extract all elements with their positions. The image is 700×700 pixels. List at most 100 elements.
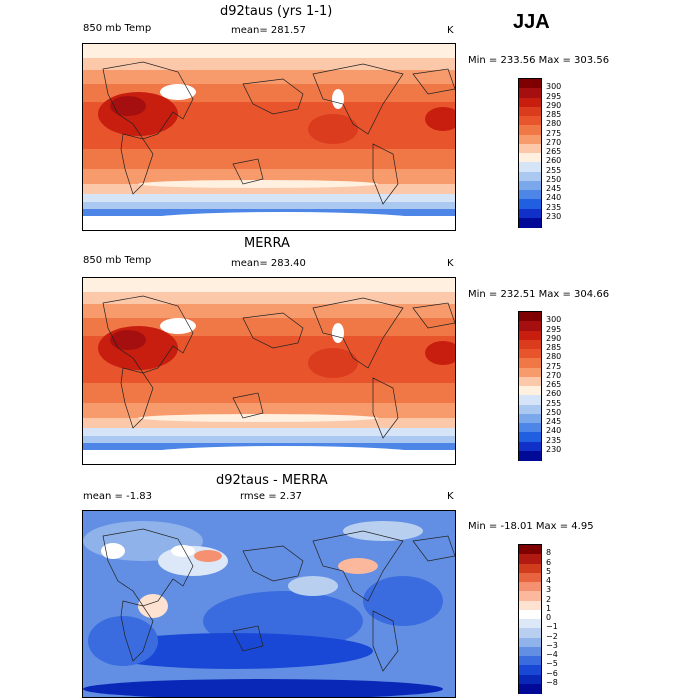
colorbar-cell bbox=[519, 153, 541, 163]
colorbar-cell bbox=[519, 674, 541, 685]
cool-band bbox=[138, 180, 378, 188]
temperature-band bbox=[83, 202, 455, 209]
colorbar-tick-label: 4 bbox=[546, 576, 552, 585]
colorbar-tick-label: 0 bbox=[546, 613, 552, 622]
colorbar-cell bbox=[519, 637, 541, 648]
colorbar-cell bbox=[519, 646, 541, 657]
colorbar-tick-label: 290 bbox=[546, 333, 562, 343]
colorbar-tick-label: 300 bbox=[546, 82, 562, 92]
colorbar-tick-label: 275 bbox=[546, 361, 562, 371]
colorbar-tick-label: 265 bbox=[546, 147, 562, 156]
colorbar-tick-label: 235 bbox=[546, 435, 562, 445]
coastline bbox=[242, 545, 304, 582]
panel1-title: d92taus (yrs 1-1) bbox=[220, 4, 333, 19]
colorbar-cell bbox=[519, 199, 541, 209]
colorbar-cell bbox=[519, 134, 541, 145]
colorbar-cell bbox=[519, 619, 541, 629]
coastline bbox=[242, 78, 304, 115]
colorbar-cell bbox=[519, 432, 541, 442]
coastline bbox=[232, 158, 264, 185]
colorbar-cell bbox=[519, 450, 541, 461]
panel2-colorbar bbox=[518, 311, 542, 461]
colorbar-cell bbox=[519, 395, 541, 405]
warm-region bbox=[110, 330, 146, 350]
colorbar-tick-label: 2 bbox=[546, 594, 552, 604]
season-label: JJA bbox=[513, 11, 550, 33]
panel3-colorbar bbox=[518, 544, 542, 694]
difference-patch bbox=[171, 545, 195, 557]
colorbar-tick-label: −8 bbox=[546, 677, 558, 687]
colorbar-cell bbox=[519, 572, 541, 583]
colorbar-tick-label: 8 bbox=[546, 548, 552, 558]
colorbar-cell bbox=[519, 600, 541, 611]
panel2-minmax: Min = 232.51 Max = 304.66 bbox=[468, 289, 610, 300]
colorbar-tick-label: 260 bbox=[546, 389, 562, 399]
difference-patch bbox=[363, 576, 443, 626]
colorbar-tick-label: 6 bbox=[546, 557, 552, 567]
masked-highland bbox=[160, 318, 196, 334]
temperature-band bbox=[83, 70, 455, 84]
colorbar-tick-label: 240 bbox=[546, 426, 562, 436]
colorbar-tick-label: 280 bbox=[546, 119, 562, 129]
panel1-colorbar bbox=[518, 78, 542, 228]
panel3-title: d92taus - MERRA bbox=[216, 473, 328, 488]
colorbar-tick-label: 280 bbox=[546, 352, 562, 362]
colorbar-tick-label: 295 bbox=[546, 324, 562, 334]
colorbar-tick-label: −2 bbox=[546, 631, 558, 641]
colorbar-tick-label: −3 bbox=[546, 640, 558, 650]
colorbar-cell bbox=[519, 180, 541, 191]
colorbar-tick-label: 250 bbox=[546, 174, 562, 184]
colorbar-tick-label: 265 bbox=[546, 380, 562, 389]
panel3-map bbox=[82, 510, 456, 698]
colorbar-tick-label: 230 bbox=[546, 211, 562, 221]
warm-region bbox=[308, 348, 358, 378]
colorbar-cell bbox=[519, 116, 541, 126]
temperature-band bbox=[83, 44, 455, 58]
coastline bbox=[120, 600, 154, 662]
coastline bbox=[120, 367, 154, 429]
colorbar-cell bbox=[519, 97, 541, 108]
difference-patch bbox=[138, 594, 168, 618]
temperature-band bbox=[83, 278, 455, 292]
coastline bbox=[312, 297, 404, 369]
coastline bbox=[120, 133, 154, 195]
colorbar-cell bbox=[519, 628, 541, 638]
colorbar-cell bbox=[519, 88, 541, 98]
panel3-mean: mean = -1.83 bbox=[83, 491, 152, 502]
colorbar-cell bbox=[519, 413, 541, 424]
warm-region bbox=[425, 107, 455, 131]
colorbar-tick-label: 275 bbox=[546, 128, 562, 138]
colorbar-tick-label: 1 bbox=[546, 603, 552, 613]
antarctica-mask bbox=[143, 212, 423, 228]
temperature-band bbox=[83, 436, 455, 443]
colorbar-tick-label: 290 bbox=[546, 100, 562, 110]
warm-region bbox=[308, 114, 358, 144]
panel1-units: K bbox=[447, 25, 454, 36]
colorbar-cell bbox=[519, 339, 541, 350]
difference-patch bbox=[343, 521, 423, 541]
masked-highland bbox=[160, 84, 196, 100]
panel3-rmse: rmse = 2.37 bbox=[240, 491, 303, 502]
coastline bbox=[312, 63, 404, 135]
colorbar-tick-label: −6 bbox=[546, 668, 558, 678]
colorbar-tick-label: −1 bbox=[546, 622, 558, 632]
difference-patch bbox=[288, 576, 338, 596]
colorbar-tick-label: −5 bbox=[546, 659, 558, 669]
colorbar-cell bbox=[519, 423, 541, 433]
colorbar-tick-label: 285 bbox=[546, 110, 562, 119]
colorbar-tick-label: 255 bbox=[546, 165, 562, 175]
colorbar-cell bbox=[519, 656, 541, 666]
colorbar-cell bbox=[519, 217, 541, 228]
colorbar-cell bbox=[519, 143, 541, 154]
colorbar-tick-label: 245 bbox=[546, 184, 562, 193]
colorbar-cell bbox=[519, 582, 541, 592]
antarctica-mask bbox=[143, 446, 423, 462]
colorbar-cell bbox=[519, 208, 541, 219]
colorbar-cell bbox=[519, 609, 541, 620]
warm-region bbox=[425, 341, 455, 365]
difference-patch bbox=[83, 679, 443, 697]
colorbar-tick-label: 245 bbox=[546, 417, 562, 426]
panel2-title: MERRA bbox=[244, 236, 290, 251]
masked-highland bbox=[332, 323, 344, 343]
coastline bbox=[242, 312, 304, 349]
